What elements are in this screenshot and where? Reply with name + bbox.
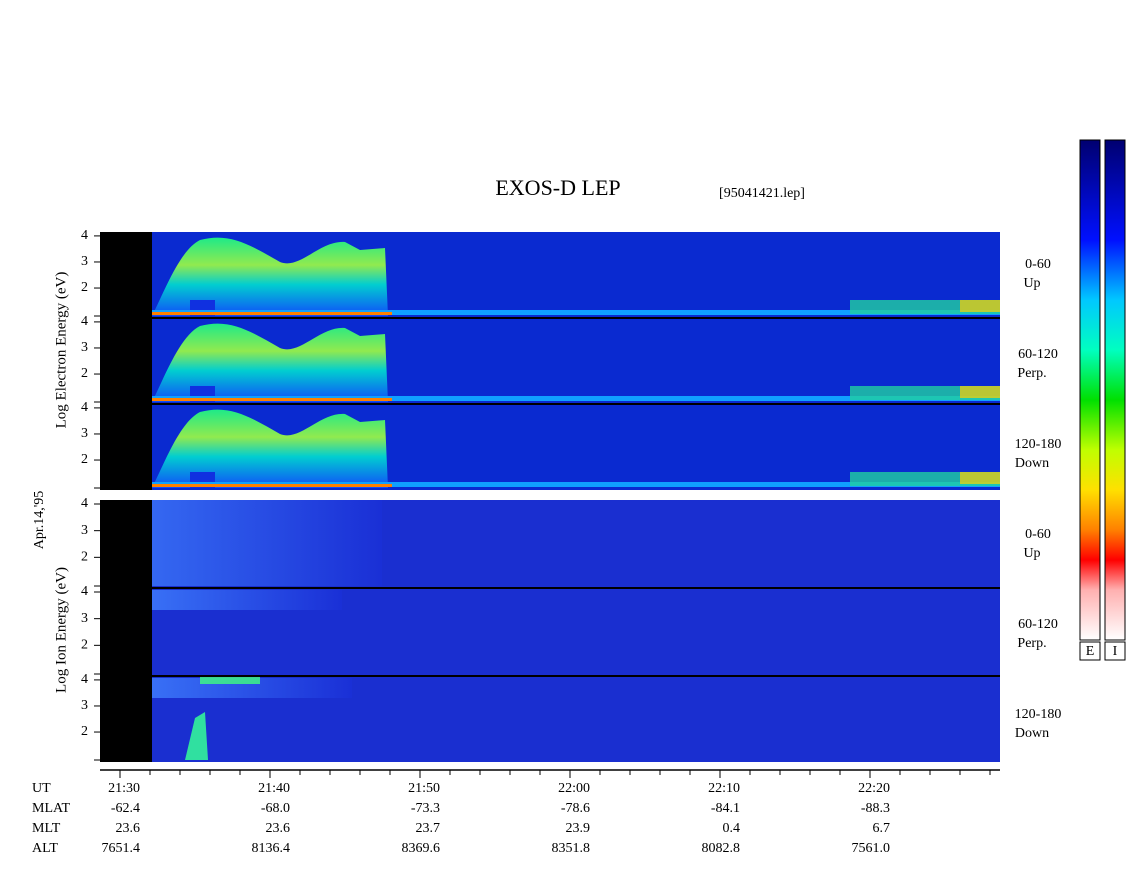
orbit-value: 21:50 [408,781,440,796]
y-tick-label: 3 [81,426,88,441]
y-tick-label: 4 [81,496,88,511]
channel-pitch: 0-60 [1025,527,1051,542]
y-tick-label: 3 [81,611,88,626]
orbit-value: -62.4 [111,801,140,816]
orbit-value: 22:10 [708,781,740,796]
orbit-value: -73.3 [411,801,440,816]
channel-direction: Down [1015,456,1049,471]
orbit-value: 23.9 [566,821,591,836]
orbit-value: 6.7 [873,821,891,836]
y-tick-label: 3 [81,340,88,355]
row-label: ALT [32,841,58,856]
orbit-value: 22:20 [858,781,890,796]
y-tick-label: 4 [81,228,88,243]
orbit-value: 21:40 [258,781,290,796]
channel-direction: Down [1015,726,1049,741]
orbit-value: 22:00 [558,781,590,796]
y-tick-label: 4 [81,672,88,687]
orbit-value: 21:30 [108,781,140,796]
channel-pitch: 60-120 [1018,617,1058,632]
channel-pitch: 0-60 [1025,257,1051,272]
channel-pitch: 120-180 [1015,437,1062,452]
y-tick-label: 2 [81,638,88,653]
colorbar-label: E [1086,644,1095,659]
y-tick-label: 2 [81,452,88,467]
colorbars [1079,139,1126,661]
orbit-value: -88.3 [861,801,890,816]
ion-spectrogram [100,500,1000,762]
orbit-value: 8082.8 [702,841,741,856]
y-tick-label: 2 [81,724,88,739]
file-name: [95041421.lep] [719,186,805,201]
row-label: MLAT [32,801,71,816]
channel-pitch: 60-120 [1018,347,1058,362]
orbit-value: -68.0 [261,801,290,816]
orbit-value: 23.6 [116,821,141,836]
date-label: Apr.14,'95 [32,491,47,550]
orbit-value: 23.7 [416,821,441,836]
channel-direction: Perp. [1017,636,1046,651]
y-tick-label: 3 [81,698,88,713]
orbit-value: 8351.8 [552,841,591,856]
y-tick-label: 4 [81,400,88,415]
orbit-value: 8369.6 [402,841,441,856]
y-tick-label: 2 [81,550,88,565]
y-tick-label: 3 [81,254,88,269]
orbit-value: 7651.4 [102,841,141,856]
row-label: UT [32,781,51,796]
channel-direction: Up [1023,276,1040,291]
y-tick-label: 2 [81,280,88,295]
channel-direction: Up [1023,546,1040,561]
orbit-value: 7561.0 [852,841,891,856]
electron-spectrogram [100,232,1000,490]
ion-axis-label: Log Ion Energy (eV) [53,567,69,693]
row-label: MLT [32,821,61,836]
colorbar-label: I [1113,644,1118,659]
y-tick-label: 4 [81,314,88,329]
y-tick-label: 4 [81,584,88,599]
orbit-value: 23.6 [266,821,291,836]
orbit-value: 0.4 [723,821,741,836]
electron-axis-label: Log Electron Energy (eV) [53,272,69,429]
orbit-value: 8136.4 [252,841,291,856]
y-tick-label: 3 [81,523,88,538]
channel-pitch: 120-180 [1015,707,1062,722]
orbit-value: -84.1 [711,801,740,816]
title: EXOS-D LEP [495,175,620,200]
orbit-value: -78.6 [561,801,590,816]
channel-direction: Perp. [1017,366,1046,381]
y-tick-label: 2 [81,366,88,381]
